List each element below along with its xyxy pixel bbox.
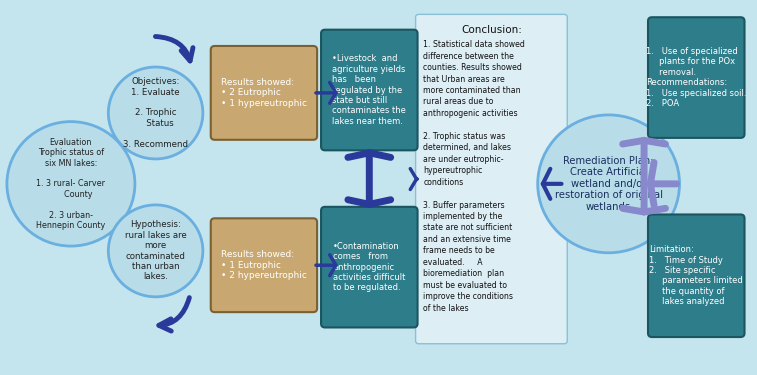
- Text: Evaluation
Trophic status of
six MN lakes:

1. 3 rural- Carver
      County

2. : Evaluation Trophic status of six MN lake…: [36, 138, 105, 230]
- FancyBboxPatch shape: [321, 207, 418, 327]
- FancyBboxPatch shape: [210, 218, 317, 312]
- Text: Remediation Plan:
Create Artificial
wetland and/or
restoration of original
wetla: Remediation Plan: Create Artificial wetl…: [555, 156, 662, 212]
- Text: Objectives:
1. Evaluate

2. Trophic
   Status

3. Recommend: Objectives: 1. Evaluate 2. Trophic Statu…: [123, 77, 188, 148]
- FancyBboxPatch shape: [416, 14, 567, 344]
- FancyBboxPatch shape: [648, 214, 745, 337]
- Text: 1. Statistical data showed
difference between the
counties. Results showed
that : 1. Statistical data showed difference be…: [423, 40, 525, 313]
- Text: Limitation:
1.   Time of Study
2.   Site specific
     parameters limited
     t: Limitation: 1. Time of Study 2. Site spe…: [650, 245, 743, 306]
- Circle shape: [108, 205, 203, 297]
- FancyBboxPatch shape: [210, 46, 317, 140]
- Text: Results showed:
• 1 Eutrophic
• 2 hypereutrophic: Results showed: • 1 Eutrophic • 2 hypere…: [221, 251, 307, 280]
- Text: •Livestock  and
agriculture yields
has   been
regulated by the
state but still
c: •Livestock and agriculture yields has be…: [332, 54, 407, 126]
- FancyBboxPatch shape: [321, 30, 418, 150]
- FancyBboxPatch shape: [648, 17, 745, 138]
- Text: Results showed:
• 2 Eutrophic
• 1 hypereutrophic: Results showed: • 2 Eutrophic • 1 hypere…: [221, 78, 307, 108]
- Text: Conclusion:: Conclusion:: [461, 25, 522, 34]
- Text: Hypothesis:
rural lakes are
more
contaminated
than urban
lakes.: Hypothesis: rural lakes are more contami…: [125, 220, 186, 281]
- Circle shape: [7, 122, 135, 246]
- Text: 1.   Use of specialized
     plants for the POx
     removal.
Recommendations:
1: 1. Use of specialized plants for the POx…: [646, 47, 746, 108]
- Circle shape: [537, 115, 680, 253]
- Text: •Contamination
comes   from
anthropogenic
activities difficult
to be regulated.: •Contamination comes from anthropogenic …: [333, 242, 406, 292]
- Circle shape: [108, 67, 203, 159]
